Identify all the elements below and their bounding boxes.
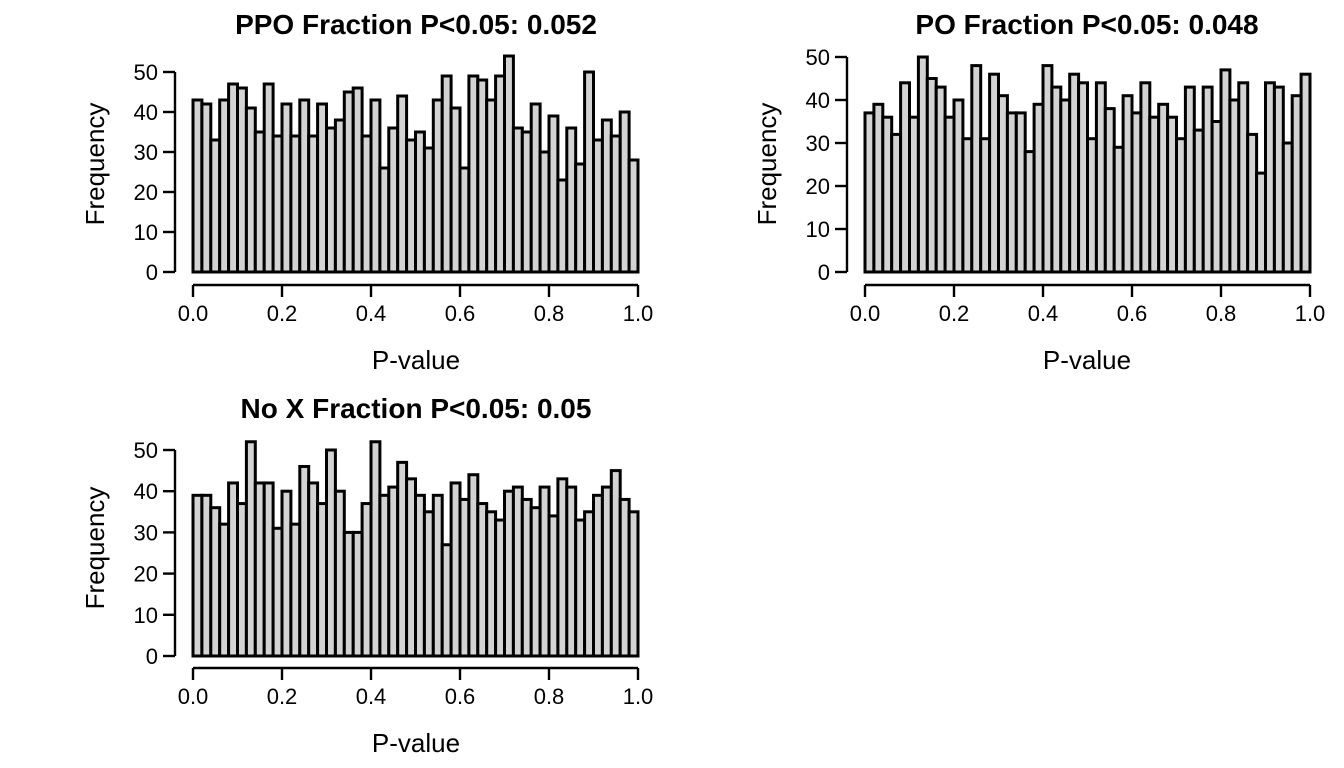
x-axis-label: P-value: [1043, 345, 1131, 375]
x-tick-label: 0.2: [267, 301, 298, 326]
x-tick-label: 0.6: [445, 684, 476, 709]
x-axis: 0.0 0.2 0.4 0.6 0.8 1.0: [178, 283, 654, 326]
x-tick-label: 1.0: [1295, 301, 1326, 326]
y-tick-label: 50: [134, 438, 158, 463]
x-tick-label: 0.0: [850, 301, 881, 326]
x-tick-label: 0.4: [356, 301, 387, 326]
chart-title: PPO Fraction P<0.05: 0.052: [235, 9, 597, 40]
histogram-bar: [627, 510, 640, 658]
chart-title: PO Fraction P<0.05: 0.048: [915, 9, 1258, 40]
x-tick-label: 0.0: [178, 301, 209, 326]
histogram-panel-ppo: PPO Fraction P<0.05: 0.052 0 10 20 30 40 50 0…: [80, 9, 653, 375]
x-tick-label: 0.4: [356, 684, 387, 709]
histogram-bar: [627, 158, 640, 274]
x-axis-label: P-value: [372, 728, 460, 758]
x-tick-label: 1.0: [623, 301, 654, 326]
y-tick-label: 30: [134, 520, 158, 545]
y-tick-label: 10: [134, 220, 158, 245]
y-tick-label: 0: [146, 644, 158, 669]
y-tick-label: 20: [134, 180, 158, 205]
y-tick-label: 50: [134, 60, 158, 85]
x-axis: 0.0 0.2 0.4 0.6 0.8 1.0: [850, 283, 1326, 326]
x-tick-label: 0.6: [445, 301, 476, 326]
y-axis: 0 10 20 30 40 50: [134, 60, 177, 285]
x-tick-label: 0.0: [178, 684, 209, 709]
bars: [191, 440, 640, 658]
y-axis-label: Frequency: [752, 103, 782, 226]
y-tick-label: 0: [146, 260, 158, 285]
x-tick-label: 1.0: [623, 684, 654, 709]
histogram-panel-po: PO Fraction P<0.05: 0.048 0 10 20 30 40 50 0.…: [752, 9, 1325, 375]
y-tick-label: 30: [806, 131, 830, 156]
x-tick-label: 0.2: [267, 684, 298, 709]
x-tick-label: 0.8: [1206, 301, 1237, 326]
x-tick-label: 0.2: [939, 301, 970, 326]
bars: [863, 55, 1312, 274]
x-axis: 0.0 0.2 0.4 0.6 0.8 1.0: [178, 666, 654, 709]
x-tick-label: 0.8: [534, 684, 565, 709]
y-tick-label: 50: [806, 45, 830, 70]
x-tick-label: 0.4: [1028, 301, 1059, 326]
y-tick-label: 10: [806, 217, 830, 242]
y-tick-label: 20: [134, 562, 158, 587]
y-tick-label: 30: [134, 140, 158, 165]
y-tick-label: 40: [134, 100, 158, 125]
bars: [191, 54, 640, 274]
y-tick-label: 40: [806, 88, 830, 113]
histogram-bar: [1299, 72, 1312, 274]
x-tick-label: 0.8: [534, 301, 565, 326]
y-axis: 0 10 20 30 40 50: [134, 438, 177, 669]
y-tick-label: 40: [134, 479, 158, 504]
y-tick-label: 10: [134, 603, 158, 628]
chart-title: No X Fraction P<0.05: 0.05: [241, 393, 592, 424]
x-tick-label: 0.6: [1117, 301, 1148, 326]
y-axis: 0 10 20 30 40 50: [806, 45, 849, 285]
y-tick-label: 20: [806, 174, 830, 199]
y-axis-label: Frequency: [80, 103, 110, 226]
y-tick-label: 0: [818, 260, 830, 285]
x-axis-label: P-value: [372, 345, 460, 375]
y-axis-label: Frequency: [80, 487, 110, 610]
histogram-panel-no-x: No X Fraction P<0.05: 0.05 0 10 20 30 40 50 0…: [80, 393, 653, 758]
